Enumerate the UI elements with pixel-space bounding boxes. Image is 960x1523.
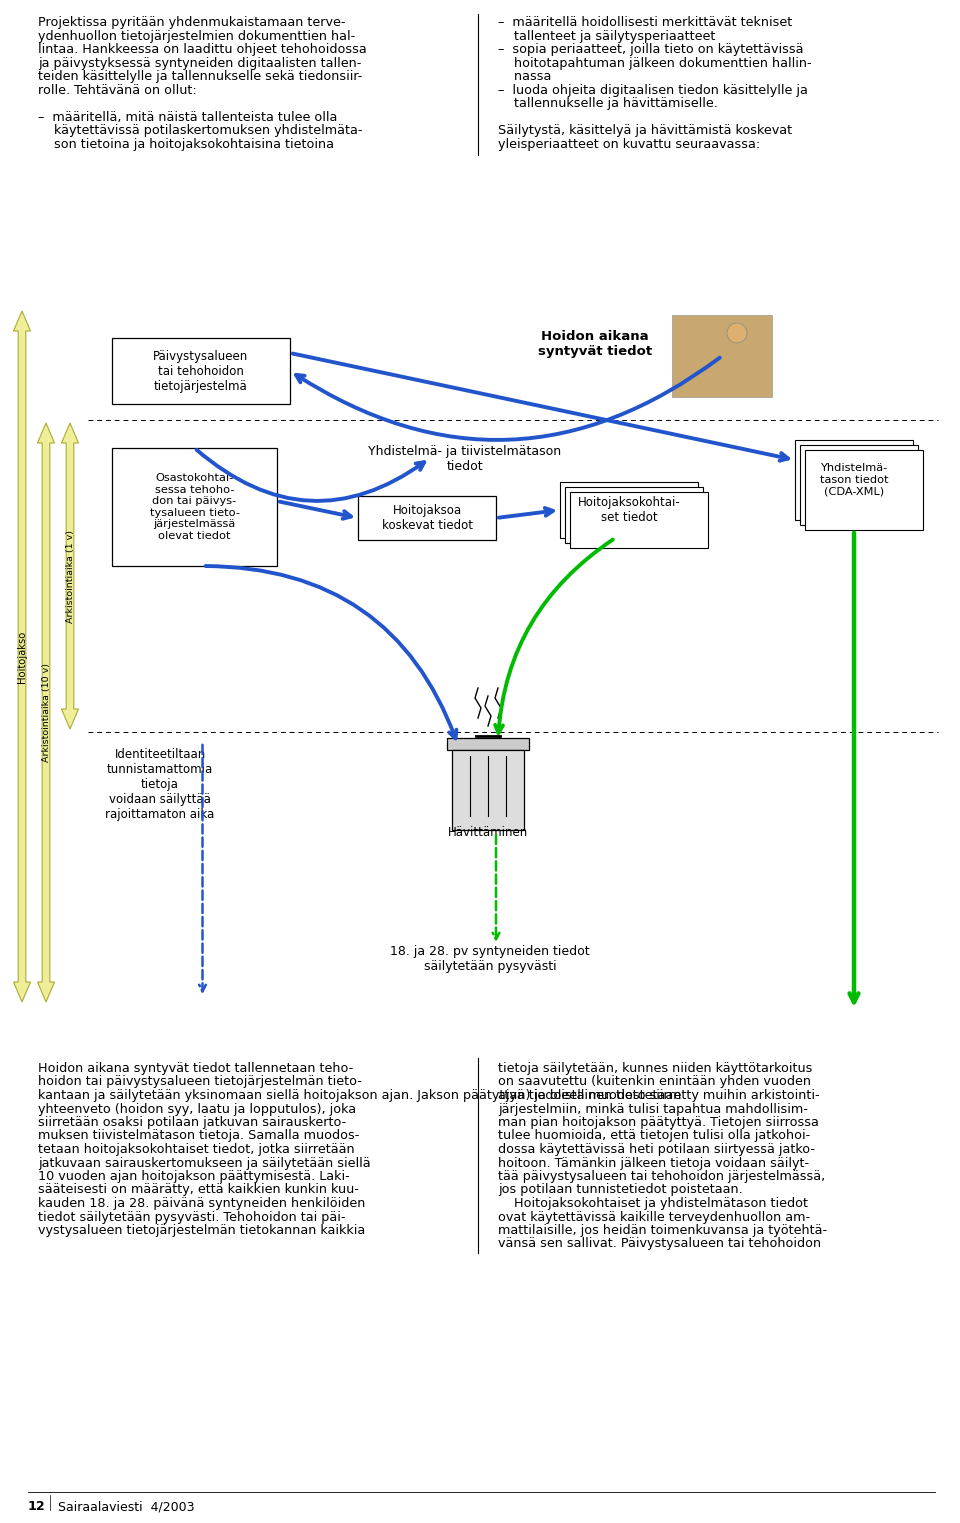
Text: –  määritellä, mitä näistä tallenteista tulee olla: – määritellä, mitä näistä tallenteista t… xyxy=(38,111,337,123)
Text: 10 vuoden ajan hoitojakson päättymisestä. Laki-: 10 vuoden ajan hoitojakson päättymisestä… xyxy=(38,1170,349,1183)
Bar xyxy=(672,315,772,398)
Text: Identiteetiltaan
tunnistamattomia
tietoja
voidaan säilyttää
rajoittamaton aika: Identiteetiltaan tunnistamattomia tietoj… xyxy=(106,748,215,821)
Text: kantaan ja säilytetään yksinomaan siellä hoitojakson ajan. Jakson päätyttyä tied: kantaan ja säilytetään yksinomaan siellä… xyxy=(38,1089,682,1103)
Text: Hoidon aikana syntyvät tiedot tallennetaan teho-: Hoidon aikana syntyvät tiedot tallenneta… xyxy=(38,1062,353,1075)
Text: käytettävissä potilaskertomuksen yhdistelmäta-: käytettävissä potilaskertomuksen yhdiste… xyxy=(38,123,363,137)
Circle shape xyxy=(727,323,747,343)
Bar xyxy=(800,445,918,525)
Text: man pian hoitojakson päätyttyä. Tietojen siirrossa: man pian hoitojakson päätyttyä. Tietojen… xyxy=(498,1116,819,1129)
Text: ydenhuollon tietojärjestelmien dokumenttien hal-: ydenhuollon tietojärjestelmien dokumentt… xyxy=(38,29,355,43)
Text: Sairaalaviesti  4/2003: Sairaalaviesti 4/2003 xyxy=(58,1500,195,1512)
Bar xyxy=(112,448,277,567)
Text: vänsä sen sallivat. Päivystysalueen tai tehohoidon: vänsä sen sallivat. Päivystysalueen tai … xyxy=(498,1238,821,1250)
Text: jatkuvaan sairauskertomukseen ja säilytetään siellä: jatkuvaan sairauskertomukseen ja säilyte… xyxy=(38,1156,371,1170)
Bar xyxy=(565,487,703,544)
Bar xyxy=(358,496,496,541)
Text: tallennukselle ja hävittämiselle.: tallennukselle ja hävittämiselle. xyxy=(498,97,718,110)
Text: mattilaisille, jos heidän toimenkuvansa ja työtehtä-: mattilaisille, jos heidän toimenkuvansa … xyxy=(498,1224,828,1237)
Text: tietoja säilytetään, kunnes niiden käyttötarkoitus: tietoja säilytetään, kunnes niiden käytt… xyxy=(498,1062,812,1075)
Text: Arkistointiaika (1 v): Arkistointiaika (1 v) xyxy=(65,530,75,623)
Bar xyxy=(447,739,529,749)
Bar xyxy=(560,481,698,538)
Text: hoitoon. Tämänkin jälkeen tietoja voidaan säilyt-: hoitoon. Tämänkin jälkeen tietoja voidaa… xyxy=(498,1156,809,1170)
Text: Projektissa pyritään yhdenmukaistamaan terve-: Projektissa pyritään yhdenmukaistamaan t… xyxy=(38,17,346,29)
Text: Hoitojaksokohtai-
set tiedot: Hoitojaksokohtai- set tiedot xyxy=(578,496,681,524)
Text: kauden 18. ja 28. päivänä syntyneiden henkilöiden: kauden 18. ja 28. päivänä syntyneiden he… xyxy=(38,1197,366,1209)
Text: on saavutettu (kuitenkin enintään yhden vuoden: on saavutettu (kuitenkin enintään yhden … xyxy=(498,1075,811,1089)
Bar xyxy=(795,440,913,519)
Polygon shape xyxy=(37,423,55,1002)
Bar xyxy=(805,449,923,530)
Text: nassa: nassa xyxy=(498,70,551,82)
Text: hoitotapahtuman jälkeen dokumenttien hallin-: hoitotapahtuman jälkeen dokumenttien hal… xyxy=(498,56,811,70)
Text: Hoidon aikana
syntyvät tiedot: Hoidon aikana syntyvät tiedot xyxy=(538,330,652,358)
Text: ajan) ja oleellinen tieto siirretty muihin arkistointi-: ajan) ja oleellinen tieto siirretty muih… xyxy=(498,1089,820,1103)
Bar xyxy=(570,492,708,548)
Polygon shape xyxy=(61,423,79,730)
Text: Osastokohtai-
sessa tehoho-
don tai päivys-
tysalueen tieto-
järjestelmässä
olev: Osastokohtai- sessa tehoho- don tai päiv… xyxy=(150,474,239,541)
Bar xyxy=(452,749,524,830)
Text: Hoitojaksoa
koskevat tiedot: Hoitojaksoa koskevat tiedot xyxy=(381,504,472,532)
Text: yhteenveto (hoidon syy, laatu ja lopputulos), joka: yhteenveto (hoidon syy, laatu ja lopputu… xyxy=(38,1103,356,1115)
Text: tiedot säilytetään pysyvästi. Tehohoidon tai päi-: tiedot säilytetään pysyvästi. Tehohoidon… xyxy=(38,1211,346,1223)
Text: –  määritellä hoidollisesti merkittävät tekniset: – määritellä hoidollisesti merkittävät t… xyxy=(498,17,792,29)
Text: Hoitojaksokohtaiset ja yhdistelmätason tiedot: Hoitojaksokohtaiset ja yhdistelmätason t… xyxy=(498,1197,808,1209)
Text: Hoitojakso: Hoitojakso xyxy=(17,631,27,682)
Text: Yhdistelmä- ja tiivistelmätason
tiedot: Yhdistelmä- ja tiivistelmätason tiedot xyxy=(369,445,562,474)
Text: Hävittäminen: Hävittäminen xyxy=(448,825,528,839)
Text: muksen tiivistelmätason tietoja. Samalla muodos-: muksen tiivistelmätason tietoja. Samalla… xyxy=(38,1130,359,1142)
Text: 18. ja 28. pv syntyneiden tiedot
säilytetään pysyvästi: 18. ja 28. pv syntyneiden tiedot säilyte… xyxy=(390,944,589,973)
Polygon shape xyxy=(13,311,31,1002)
Text: lintaa. Hankkeessa on laadittu ohjeet tehohoidossa: lintaa. Hankkeessa on laadittu ohjeet te… xyxy=(38,43,367,56)
Text: tetaan hoitojaksokohtaiset tiedot, jotka siirretään: tetaan hoitojaksokohtaiset tiedot, jotka… xyxy=(38,1142,354,1156)
Text: 12: 12 xyxy=(28,1500,46,1512)
Text: ovat käytettävissä kaikille terveydenhuollon am-: ovat käytettävissä kaikille terveydenhuo… xyxy=(498,1211,810,1223)
Text: hoidon tai päivystysalueen tietojärjestelmän tieto-: hoidon tai päivystysalueen tietojärjeste… xyxy=(38,1075,362,1089)
Text: vystysalueen tietojärjestelmän tietokannan kaikkia: vystysalueen tietojärjestelmän tietokann… xyxy=(38,1224,365,1237)
Text: Yhdistelmä-
tason tiedot
(CDA-XML): Yhdistelmä- tason tiedot (CDA-XML) xyxy=(820,463,888,496)
Text: yleisperiaatteet on kuvattu seuraavassa:: yleisperiaatteet on kuvattu seuraavassa: xyxy=(498,137,760,151)
Text: sääteisesti on määrätty, että kaikkien kunkin kuu-: sääteisesti on määrätty, että kaikkien k… xyxy=(38,1183,359,1197)
Text: siirretään osaksi potilaan jatkuvan sairauskerto-: siirretään osaksi potilaan jatkuvan sair… xyxy=(38,1116,347,1129)
Text: Päivystysalueen
tai tehohoidon
tietojärjestelmä: Päivystysalueen tai tehohoidon tietojärj… xyxy=(154,349,249,393)
Bar xyxy=(112,338,290,404)
Text: Säilytystä, käsittelyä ja hävittämistä koskevat: Säilytystä, käsittelyä ja hävittämistä k… xyxy=(498,123,792,137)
Text: tää päivystysalueen tai tehohoidon järjestelmässä,: tää päivystysalueen tai tehohoidon järje… xyxy=(498,1170,826,1183)
Text: teiden käsittelylle ja tallennukselle sekä tiedonsiir-: teiden käsittelylle ja tallennukselle se… xyxy=(38,70,362,82)
Text: tulee huomioida, että tietojen tulisi olla jatkohoi-: tulee huomioida, että tietojen tulisi ol… xyxy=(498,1130,810,1142)
Text: tallenteet ja säilytysperiaatteet: tallenteet ja säilytysperiaatteet xyxy=(498,29,715,43)
Text: järjestelmiin, minkä tulisi tapahtua mahdollisim-: järjestelmiin, minkä tulisi tapahtua mah… xyxy=(498,1103,808,1115)
Text: Arkistointiaika (10 v): Arkistointiaika (10 v) xyxy=(41,663,51,762)
Text: jos potilaan tunnistetiedot poistetaan.: jos potilaan tunnistetiedot poistetaan. xyxy=(498,1183,743,1197)
Text: dossa käytettävissä heti potilaan siirtyessä jatko-: dossa käytettävissä heti potilaan siirty… xyxy=(498,1142,815,1156)
Text: rolle. Tehtävänä on ollut:: rolle. Tehtävänä on ollut: xyxy=(38,84,197,96)
Text: –  luoda ohjeita digitaalisen tiedon käsittelylle ja: – luoda ohjeita digitaalisen tiedon käsi… xyxy=(498,84,808,96)
Text: ja päivystyksessä syntyneiden digitaalisten tallen-: ja päivystyksessä syntyneiden digitaalis… xyxy=(38,56,361,70)
Text: –  sopia periaatteet, joilla tieto on käytettävissä: – sopia periaatteet, joilla tieto on käy… xyxy=(498,43,804,56)
Text: son tietoina ja hoitojaksokohtaisina tietoina: son tietoina ja hoitojaksokohtaisina tie… xyxy=(38,137,334,151)
